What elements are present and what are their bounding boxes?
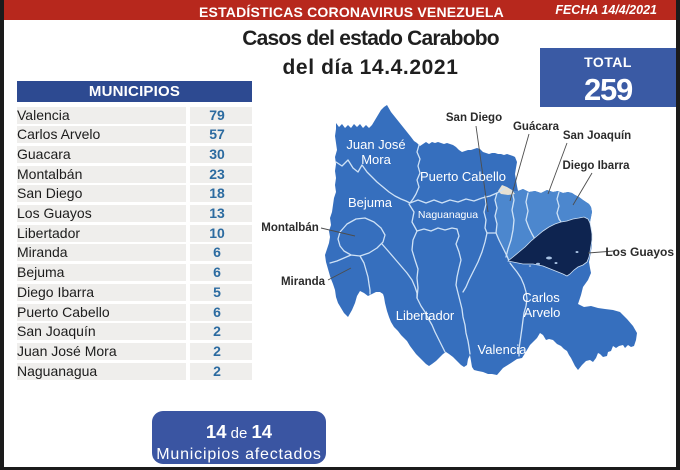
svg-text:Guácara: Guácara [513, 121, 560, 133]
svg-text:Puerto Cabello: Puerto Cabello [420, 169, 506, 184]
svg-text:Diego Ibarra: Diego Ibarra [562, 160, 630, 172]
svg-text:Libertador: Libertador [396, 308, 455, 323]
svg-text:Montalbán: Montalbán [261, 222, 319, 234]
svg-text:San Diego: San Diego [446, 112, 502, 124]
svg-text:Arvelo: Arvelo [524, 305, 561, 320]
svg-text:Bejuma: Bejuma [348, 195, 393, 210]
svg-text:Los Guayos: Los Guayos [605, 245, 674, 259]
svg-text:Mora: Mora [361, 152, 391, 167]
svg-text:Valencia: Valencia [478, 342, 528, 357]
svg-text:San Joaquín: San Joaquín [563, 130, 631, 142]
svg-text:Juan José: Juan José [346, 137, 405, 152]
svg-text:Naguanagua: Naguanagua [418, 209, 478, 221]
svg-text:Carlos: Carlos [522, 290, 560, 305]
svg-text:Miranda: Miranda [281, 276, 326, 288]
